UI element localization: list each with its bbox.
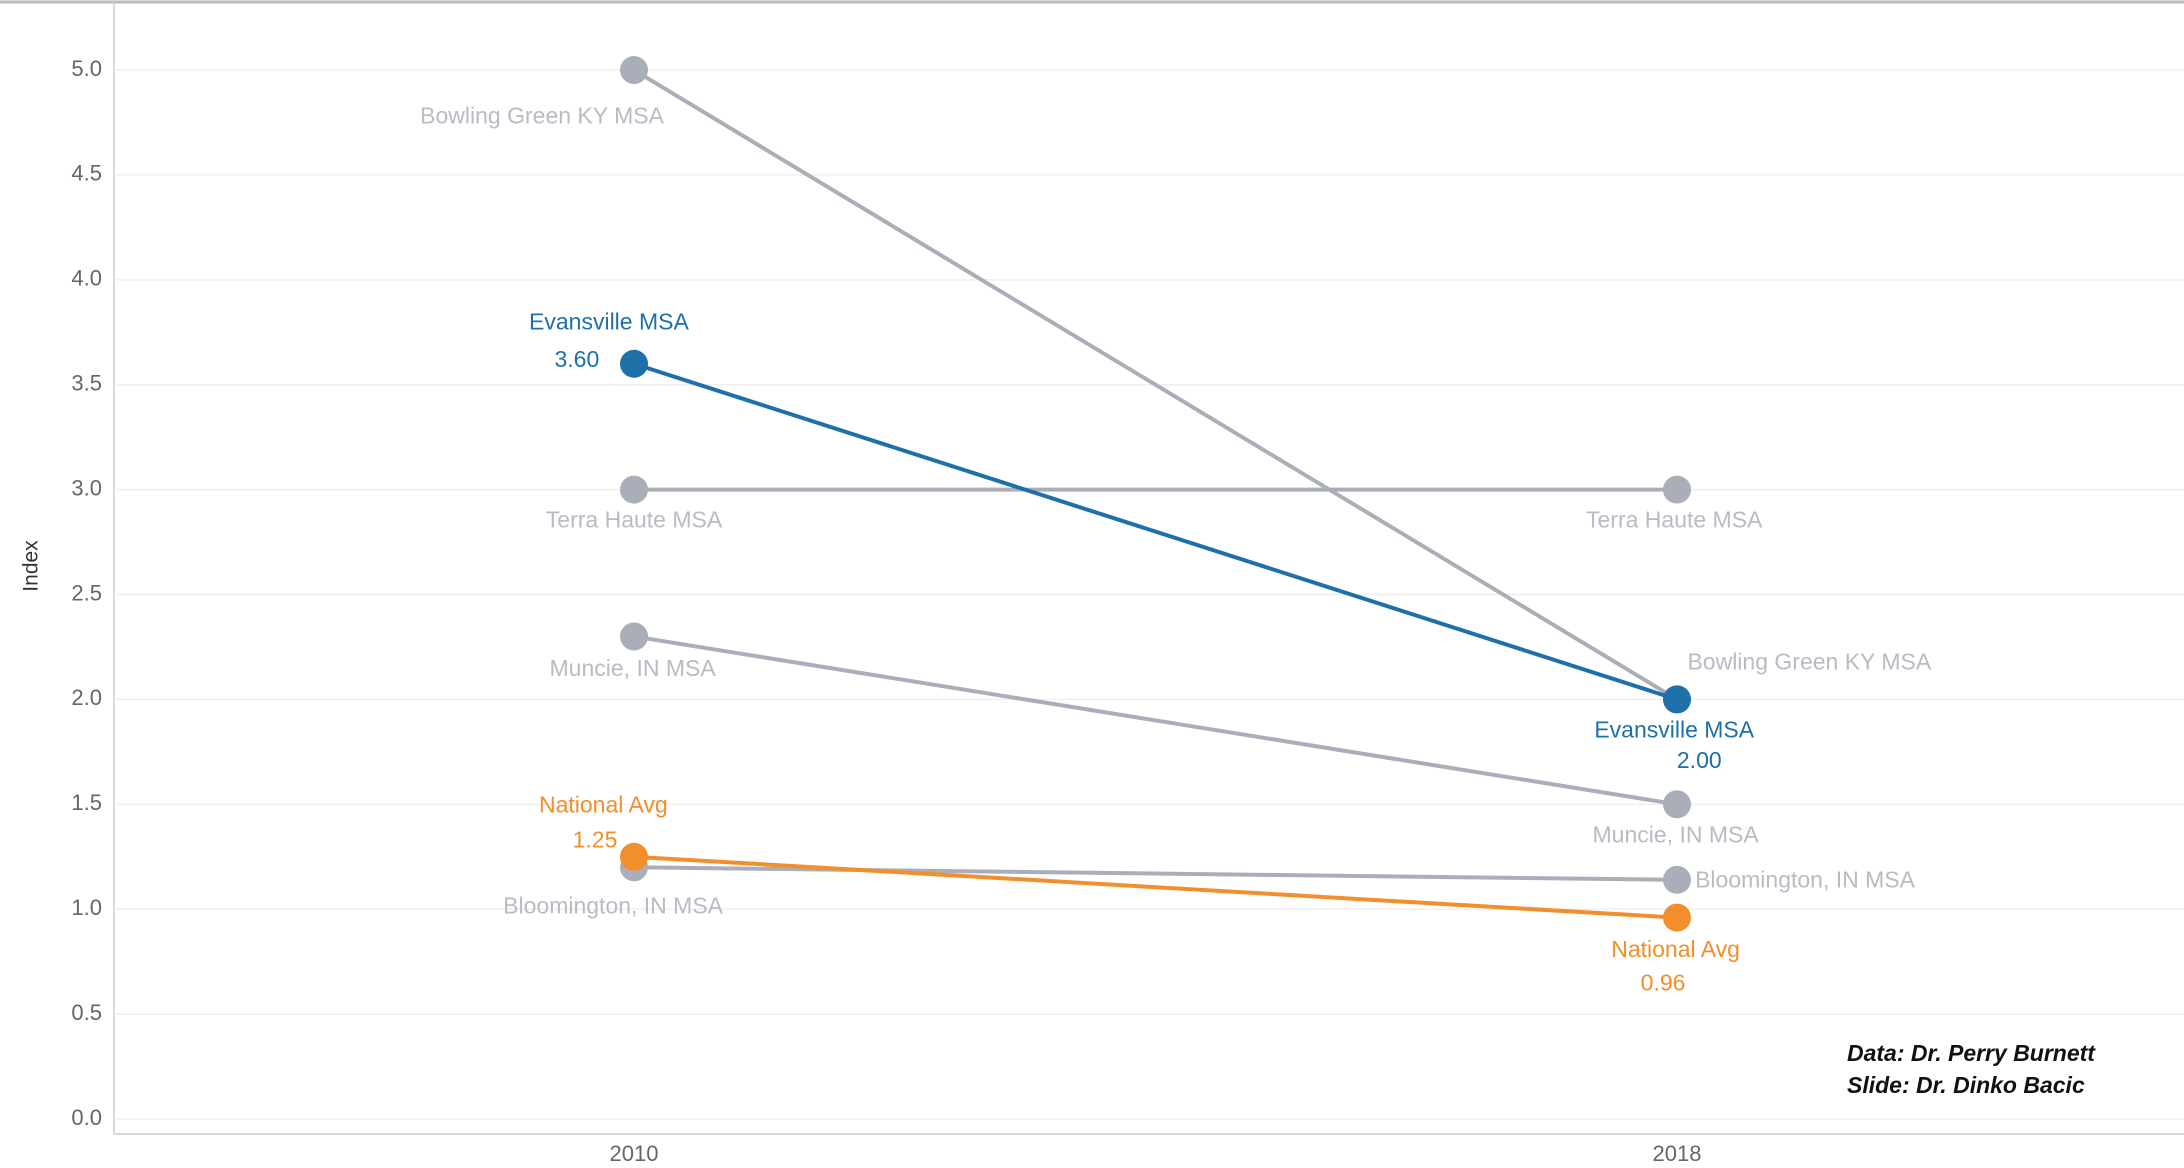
point — [620, 622, 648, 651]
y-tick-label: 3.5 — [71, 371, 102, 396]
point — [620, 349, 648, 378]
point — [620, 842, 648, 871]
series-label: Bloomington, IN MSA — [503, 893, 724, 919]
series-label: National Avg — [539, 792, 668, 818]
point — [1663, 685, 1691, 714]
value-label: 1.25 — [573, 827, 618, 853]
y-tick-label: 0.5 — [71, 1000, 102, 1025]
series-line — [632, 68, 1679, 702]
y-tick-label: 3.0 — [71, 475, 102, 500]
series-label: Bowling Green KY MSA — [420, 102, 664, 128]
value-label: 3.60 — [555, 346, 600, 372]
point — [620, 56, 648, 85]
point — [1663, 903, 1691, 932]
y-tick-label: 0.0 — [71, 1105, 102, 1130]
value-label: 0.96 — [1641, 970, 1686, 996]
annotation: Slide: Dr. Dinko Bacic — [1847, 1072, 2085, 1098]
series-label: National Avg — [1611, 936, 1740, 962]
x-tick-label: 2018 — [1653, 1141, 1702, 1166]
series-line — [633, 634, 1678, 807]
point — [1663, 865, 1691, 894]
point — [1663, 475, 1691, 504]
series-label: Muncie, IN MSA — [550, 655, 717, 681]
x-tick-label: 2010 — [610, 1141, 659, 1166]
y-tick-label: 1.5 — [71, 790, 102, 815]
y-tick-label: 5.0 — [71, 56, 102, 81]
y-axis-label: Index — [20, 540, 43, 592]
point — [1663, 790, 1691, 819]
value-label: 2.00 — [1677, 747, 1722, 773]
y-tick-label: 4.5 — [71, 161, 102, 186]
y-tick-label: 2.5 — [71, 580, 102, 605]
series-line — [633, 361, 1678, 702]
series-label: Bloomington, IN MSA — [1695, 866, 1916, 892]
series-label: Evansville MSA — [1594, 717, 1754, 743]
y-tick-label: 1.0 — [71, 895, 102, 920]
y-tick-label: 4.0 — [71, 266, 102, 291]
series-label: Muncie, IN MSA — [1593, 821, 1760, 847]
series-label: Terra Haute MSA — [1586, 507, 1763, 533]
series-line — [633, 854, 1678, 920]
y-tick-label: 2.0 — [71, 685, 102, 710]
series-line — [633, 865, 1678, 882]
point — [620, 475, 648, 504]
annotation: Data: Dr. Perry Burnett — [1847, 1040, 2096, 1066]
series-label: Evansville MSA — [529, 308, 689, 334]
series-label: Terra Haute MSA — [546, 507, 723, 533]
series-label: Bowling Green KY MSA — [1687, 648, 1931, 674]
